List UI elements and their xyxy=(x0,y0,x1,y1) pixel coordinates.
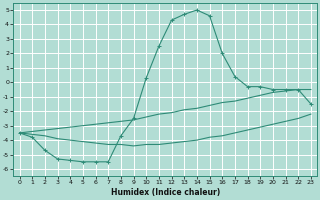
X-axis label: Humidex (Indice chaleur): Humidex (Indice chaleur) xyxy=(111,188,220,197)
